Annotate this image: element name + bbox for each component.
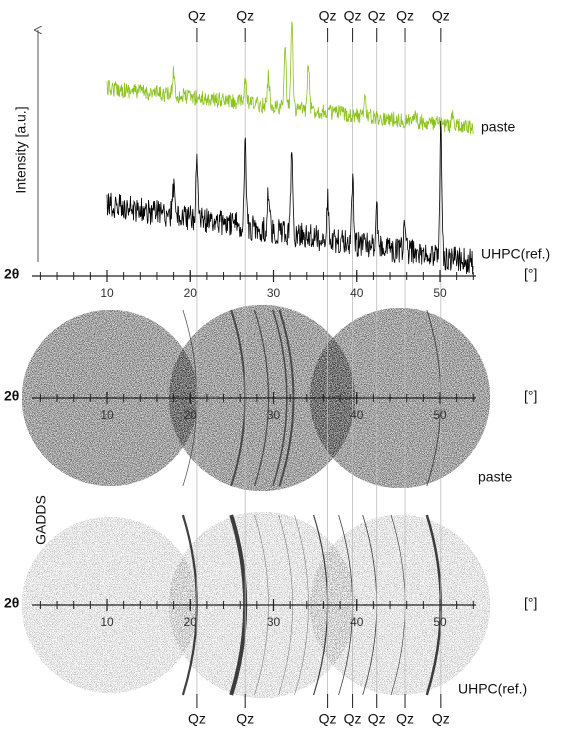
qz-label: Qz bbox=[368, 711, 386, 727]
qz-label: Qz bbox=[319, 8, 337, 24]
tick-label: 10 bbox=[100, 615, 114, 629]
y-axis-label: Intensity [a.u.] bbox=[13, 106, 29, 193]
gadds-frames bbox=[21, 304, 491, 699]
qz-label: Qz bbox=[236, 8, 254, 24]
qz-lines: Qz Qz Qz Qz Qz Qz Qz Qz Qz Qz Qz Qz Qz Qz bbox=[188, 8, 450, 727]
axis-unit: [°] bbox=[524, 388, 537, 404]
tick-label: 30 bbox=[267, 615, 281, 629]
qz-label: Qz bbox=[344, 8, 362, 24]
tick-label: 50 bbox=[433, 615, 447, 629]
tick-label: 10 bbox=[100, 408, 114, 422]
axis-unit: [°] bbox=[524, 595, 537, 611]
traces bbox=[106, 21, 474, 275]
qz-label: Qz bbox=[432, 8, 450, 24]
tick-label: 50 bbox=[433, 286, 447, 300]
tick-label: 40 bbox=[350, 615, 364, 629]
tick-label: 30 bbox=[267, 408, 281, 422]
axis-symbol: 2θ bbox=[4, 266, 19, 282]
tick-label: 20 bbox=[184, 286, 198, 300]
tick-label: 20 bbox=[184, 615, 198, 629]
tick-label: 10 bbox=[100, 286, 114, 300]
gadds-label: GADDS bbox=[33, 495, 49, 545]
curve-label: paste bbox=[481, 119, 515, 135]
frame-label: UHPC(ref.) bbox=[458, 681, 527, 697]
tick-label: 40 bbox=[350, 408, 364, 422]
axis-symbol: 2θ bbox=[4, 595, 19, 611]
qz-label: Qz bbox=[368, 8, 386, 24]
qz-label: Qz bbox=[188, 711, 206, 727]
frame-label: paste bbox=[478, 469, 512, 485]
axis-symbol: 2θ bbox=[4, 388, 19, 404]
tick-label: 40 bbox=[350, 286, 364, 300]
trace bbox=[106, 120, 474, 275]
qz-label: Qz bbox=[236, 711, 254, 727]
qz-label: Qz bbox=[396, 8, 414, 24]
axes: 10 20 30 40 50 2θ [°] 10 20 30 40 50 2θ [°] 10 20 30 40 50… bbox=[4, 266, 537, 629]
tick-label: 30 bbox=[267, 286, 281, 300]
curve-label: UHPC(ref.) bbox=[481, 246, 550, 262]
qz-label: Qz bbox=[432, 711, 450, 727]
trace bbox=[106, 21, 474, 135]
tick-label: 50 bbox=[433, 408, 447, 422]
tick-label: 20 bbox=[184, 408, 198, 422]
qz-label: Qz bbox=[344, 711, 362, 727]
qz-label: Qz bbox=[188, 8, 206, 24]
qz-label: Qz bbox=[396, 711, 414, 727]
axis-unit: [°] bbox=[524, 266, 537, 282]
qz-label: Qz bbox=[319, 711, 337, 727]
